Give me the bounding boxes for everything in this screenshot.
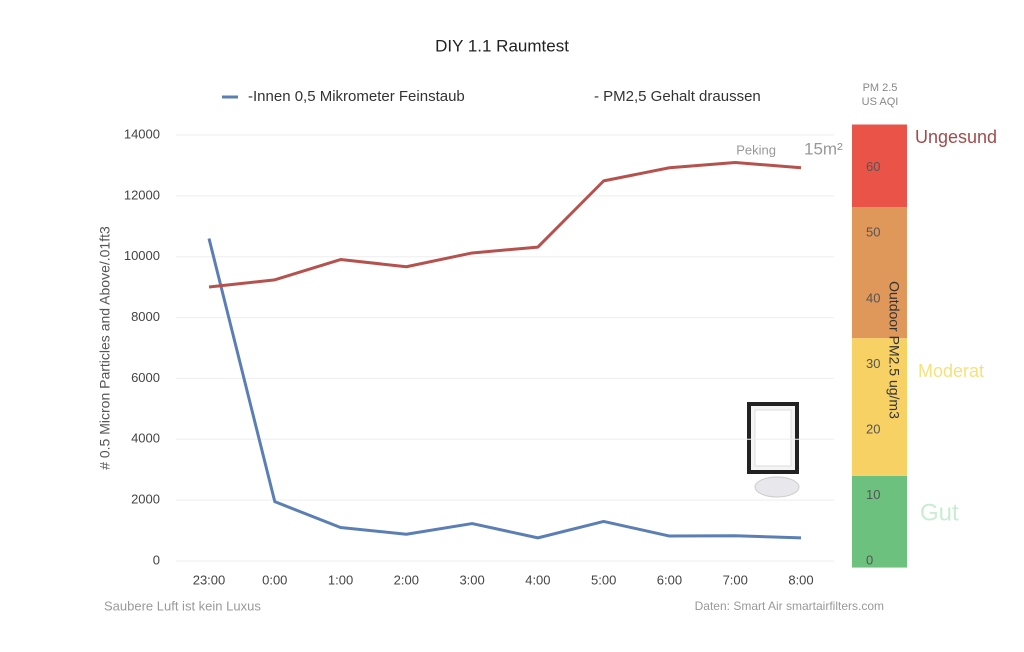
aqi-band: [852, 475, 907, 568]
x-tick-label: 1:00: [328, 572, 353, 587]
series-line: [208, 161, 802, 289]
y-tick-label: 10000: [124, 248, 160, 263]
band-label: Gut: [920, 499, 959, 526]
y2-tick-label: 50: [866, 225, 880, 240]
y2-header: PM 2.5: [863, 82, 898, 94]
x-tick-label: 5:00: [591, 572, 616, 587]
legend-label: - PM2,5 Gehalt draussen: [594, 88, 761, 105]
band-label: Moderat: [918, 361, 984, 381]
x-tick-label: 23:00: [193, 572, 226, 587]
y-tick-label: 0: [153, 552, 160, 567]
band-label: Ungesund: [915, 127, 997, 147]
x-tick-label: 3:00: [459, 572, 484, 587]
y-tick-label: 8000: [131, 309, 160, 324]
x-tick-label: 7:00: [723, 572, 748, 587]
x-tick-label: 8:00: [788, 572, 813, 587]
y-tick-label: 4000: [131, 431, 160, 446]
x-tick-label: 0:00: [262, 572, 287, 587]
y-axis-label: # 0.5 Micron Particles and Above/.01ft3: [97, 226, 113, 470]
legend-label: -Innen 0,5 Mikrometer Feinstaub: [248, 88, 465, 105]
annotation: Peking: [736, 142, 776, 157]
y2-tick-label: 10: [866, 487, 880, 502]
y2-tick-label: 20: [866, 421, 880, 436]
aqi-band: [852, 207, 907, 339]
y2-tick-label: 60: [866, 159, 880, 174]
y2-header: US AQI: [862, 96, 899, 108]
x-tick-label: 2:00: [394, 572, 419, 587]
chart-title: DIY 1.1 Raumtest: [435, 36, 569, 55]
purifier-icon: [747, 402, 800, 498]
aqi-band: [852, 338, 907, 476]
y2-tick-label: 40: [866, 290, 880, 305]
footer: Saubere Luft ist kein Luxus: [104, 598, 261, 613]
x-tick-label: 6:00: [657, 572, 682, 587]
aqi-band: [852, 124, 907, 208]
y-tick-label: 14000: [124, 126, 160, 141]
y-tick-label: 2000: [131, 492, 160, 507]
footer: Daten: Smart Air smartairfilters.com: [695, 599, 884, 613]
y2-tick-label: 0: [866, 552, 873, 567]
x-tick-label: 4:00: [525, 572, 550, 587]
y2-tick-label: 30: [866, 356, 880, 371]
y-tick-label: 6000: [131, 370, 160, 385]
y2-axis-label: Outdoor PM2.5 ug/m3: [886, 281, 902, 419]
y-tick-label: 12000: [124, 187, 160, 202]
series-line: [207, 238, 802, 540]
annotation: 15m²: [804, 139, 843, 158]
